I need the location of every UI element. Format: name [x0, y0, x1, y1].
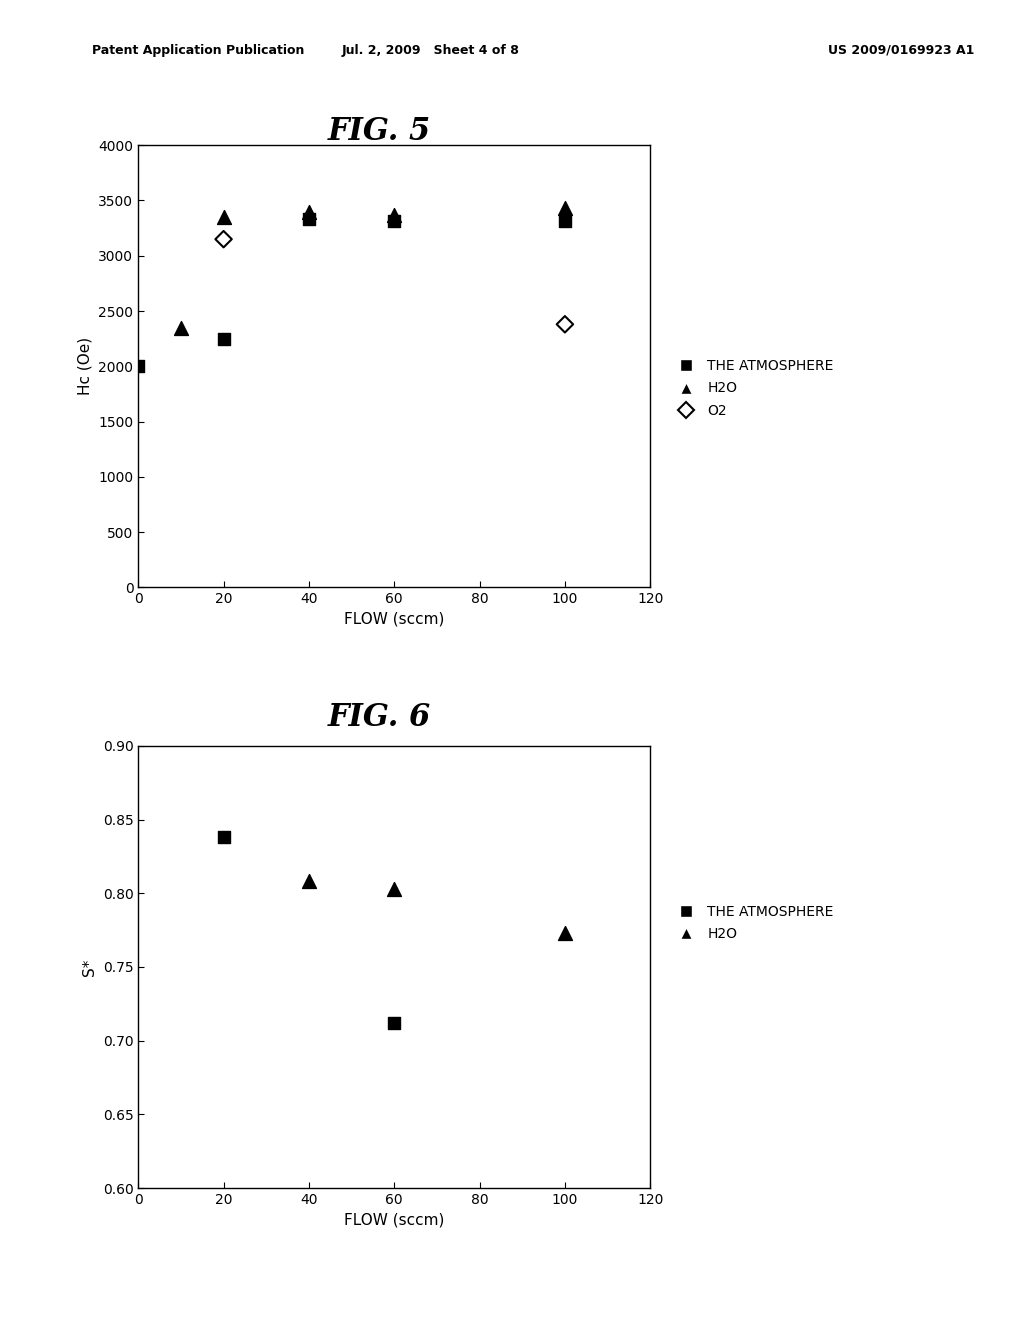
Point [557, 211, 573, 232]
Point [215, 206, 231, 227]
Text: FIG. 5: FIG. 5 [328, 116, 430, 147]
Point [386, 205, 402, 226]
Y-axis label: Hc (Oe): Hc (Oe) [78, 337, 93, 396]
Point [557, 314, 573, 335]
Y-axis label: S*: S* [82, 958, 97, 975]
Point [215, 329, 231, 350]
Point [386, 878, 402, 899]
Text: FIG. 6: FIG. 6 [328, 702, 430, 733]
Point [130, 355, 146, 378]
Text: US 2009/0169923 A1: US 2009/0169923 A1 [828, 44, 974, 57]
Text: Jul. 2, 2009   Sheet 4 of 8: Jul. 2, 2009 Sheet 4 of 8 [341, 44, 519, 57]
Point [215, 826, 231, 847]
Point [557, 198, 573, 219]
Point [301, 209, 317, 230]
Point [386, 1012, 402, 1034]
Text: Patent Application Publication: Patent Application Publication [92, 44, 304, 57]
Point [301, 871, 317, 892]
Point [386, 211, 402, 232]
Point [557, 923, 573, 944]
Legend: THE ATMOSPHERE, H2O, O2: THE ATMOSPHERE, H2O, O2 [673, 359, 834, 417]
Legend: THE ATMOSPHERE, H2O: THE ATMOSPHERE, H2O [673, 904, 834, 941]
X-axis label: FLOW (sccm): FLOW (sccm) [344, 611, 444, 627]
X-axis label: FLOW (sccm): FLOW (sccm) [344, 1212, 444, 1228]
Point [215, 228, 231, 249]
Point [301, 201, 317, 222]
Point [173, 317, 189, 338]
